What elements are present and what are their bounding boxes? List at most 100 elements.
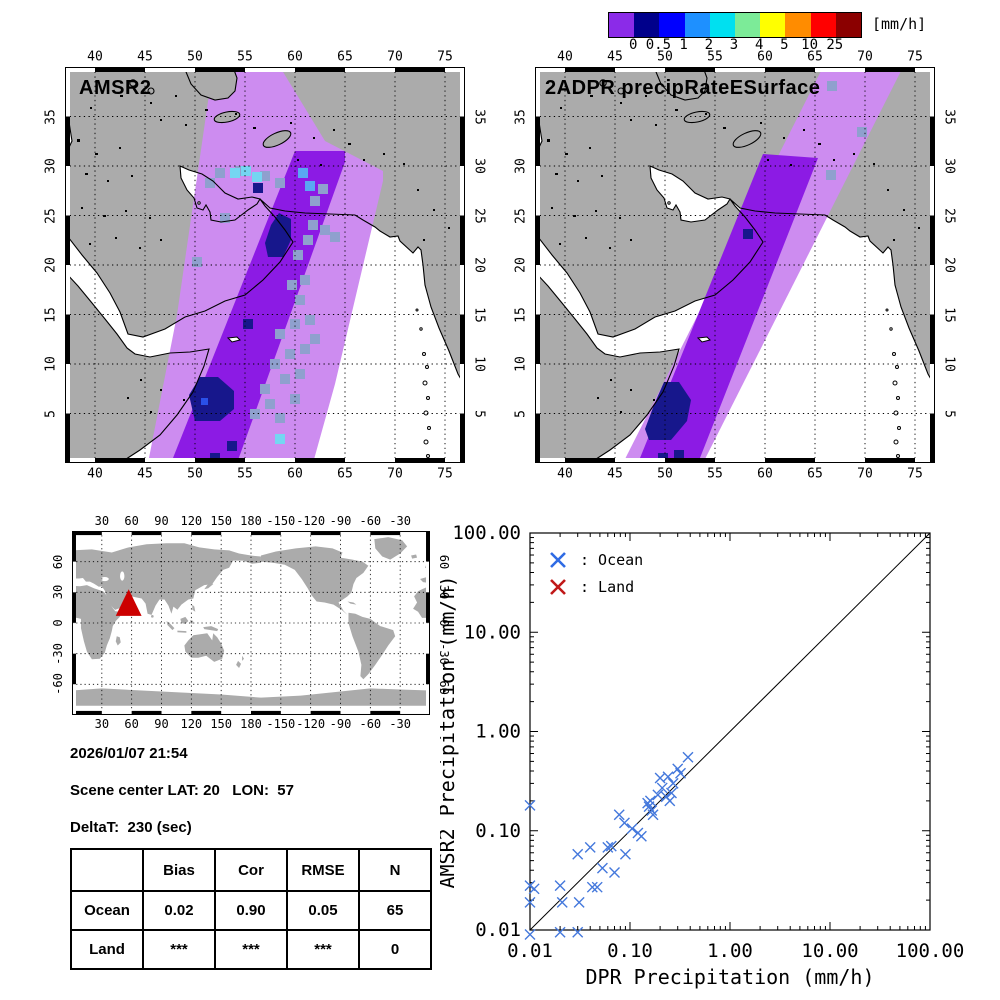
scatter-point (573, 896, 585, 908)
world-lon-tick: 60 (124, 514, 139, 528)
map-amsr2: AMSR2 (65, 67, 465, 463)
map-lat-tick: 5 (513, 409, 529, 418)
world-lat-tick: 30 (51, 585, 65, 600)
scene-datetime: 2026/01/07 21:54 (70, 745, 188, 762)
delta-t: DeltaT: 230 (sec) (70, 819, 192, 836)
y-tick-label: 0.10 (475, 820, 521, 842)
world-lon-tick: -90 (329, 514, 352, 528)
scatter-point (596, 862, 608, 874)
y-tick-label: 10.00 (464, 621, 521, 643)
scatter-point (524, 929, 536, 941)
map-lat-tick: 30 (471, 158, 487, 174)
map-lat-tick: 25 (43, 207, 59, 224)
ocean-n: 65 (358, 890, 432, 931)
y-axis-label: AMSR2 Precipitation (mm/h) (440, 575, 459, 888)
colorbar-tick-label: 5 (780, 37, 789, 53)
map-lon-tick: 65 (337, 466, 353, 482)
scatter-point (591, 881, 603, 893)
colorbar-tick-label: 1 (679, 37, 688, 53)
world-lon-tick: -60 (359, 514, 382, 528)
map-lat-tick: 35 (513, 108, 529, 125)
map-lon-tick: 65 (807, 466, 823, 482)
map-lat-tick: 30 (513, 158, 529, 174)
scatter-point (666, 787, 677, 799)
world-lon-tick: -150 (266, 514, 296, 528)
colorbar-cell (735, 13, 761, 37)
map-lat-tick: 10 (471, 356, 487, 372)
map-lon-tick: 65 (337, 49, 353, 65)
world-lat-tick: -30 (51, 642, 65, 665)
scatter-point (619, 848, 631, 860)
scatter-point (586, 881, 598, 893)
colorbar-tick-label: 4 (754, 37, 764, 53)
map-lat-tick: 35 (941, 108, 957, 125)
map-lon-tick: 55 (237, 49, 253, 65)
map-lon-tick: 70 (387, 49, 403, 65)
map-lat-tick: 25 (941, 207, 957, 224)
world-lon-tick: 150 (210, 514, 232, 528)
map-lon-tick: 75 (437, 466, 453, 482)
world-lon-tick: -120 (296, 717, 326, 731)
map-lon-tick: 65 (807, 49, 823, 65)
scatter-point (605, 840, 617, 852)
map-lat-tick: 10 (43, 356, 59, 372)
scatter-point (572, 848, 584, 860)
map-lat-tick: 20 (941, 257, 957, 273)
colorbar-tick-label: 0.5 (645, 37, 672, 53)
ocean-bias: 0.02 (142, 890, 216, 931)
world-lon-tick: -30 (389, 514, 411, 528)
land-n: 0 (358, 929, 432, 970)
map-lon-tick: 40 (557, 49, 573, 65)
legend-land-marker-icon (550, 579, 566, 595)
scatter-point (682, 751, 694, 763)
colorbar-cell (785, 13, 811, 37)
header-cor: Cor (214, 848, 288, 892)
map-lon-tick: 50 (187, 466, 203, 482)
colorbar-tick-label: 2 (704, 37, 714, 53)
map-lon-tick: 50 (657, 49, 673, 65)
colorbar-cell (810, 13, 836, 37)
map-lon-tick: 45 (607, 49, 623, 65)
colorbar-tick-label: 10 (801, 37, 819, 53)
colorbar-tick-label: 25 (826, 37, 844, 53)
scatter-point (613, 809, 625, 821)
map-lat-tick: 5 (43, 409, 59, 418)
world-lon-tick: 120 (180, 717, 203, 731)
map-lat-tick: 35 (43, 108, 59, 125)
world-continents (72, 537, 430, 706)
x-tick-label: 0.01 (507, 940, 553, 962)
dpr-swath-layer (623, 67, 903, 463)
scatter-point (609, 866, 621, 878)
map-lon-tick: 60 (757, 466, 773, 482)
colorbar-unit-label: [mm/h] (872, 15, 927, 33)
world-lon-tick: 180 (240, 717, 262, 731)
colorbar-cell (760, 13, 786, 37)
scatter-point (572, 926, 584, 938)
ocean-cor: 0.90 (214, 890, 288, 931)
map-lon-tick: 60 (287, 49, 303, 65)
map-lon-tick: 75 (907, 466, 923, 482)
map-lat-tick: 15 (471, 306, 487, 323)
scatter-point (602, 841, 614, 853)
map-lon-tick: 55 (707, 466, 723, 482)
map-lat-tick: 10 (513, 356, 529, 372)
scatter-point (524, 896, 536, 908)
y-tick-label: 100.00 (452, 522, 521, 544)
x-tick-label: 100.00 (896, 940, 965, 962)
map-lat-tick: 20 (43, 257, 59, 273)
scatter-point (644, 795, 656, 807)
scatter-point (646, 804, 658, 816)
map-lon-tick: 60 (757, 49, 773, 65)
world-lon-tick: -90 (329, 717, 352, 731)
colorbar-cell (659, 13, 685, 37)
map-lon-tick: 40 (87, 466, 103, 482)
stats-table: Bias Cor RMSE N Ocean 0.02 0.90 0.05 65 … (70, 848, 432, 970)
table-header-row: Bias Cor RMSE N (70, 848, 432, 892)
colorbar-cell (835, 13, 862, 37)
colorbar-cell (634, 13, 660, 37)
map-lon-tick: 45 (137, 49, 153, 65)
scatter-point (524, 799, 536, 811)
scene-center: Scene center LAT: 20 LON: 57 (70, 782, 294, 799)
colorbar-cell (609, 13, 635, 37)
map-lon-tick: 75 (437, 49, 453, 65)
